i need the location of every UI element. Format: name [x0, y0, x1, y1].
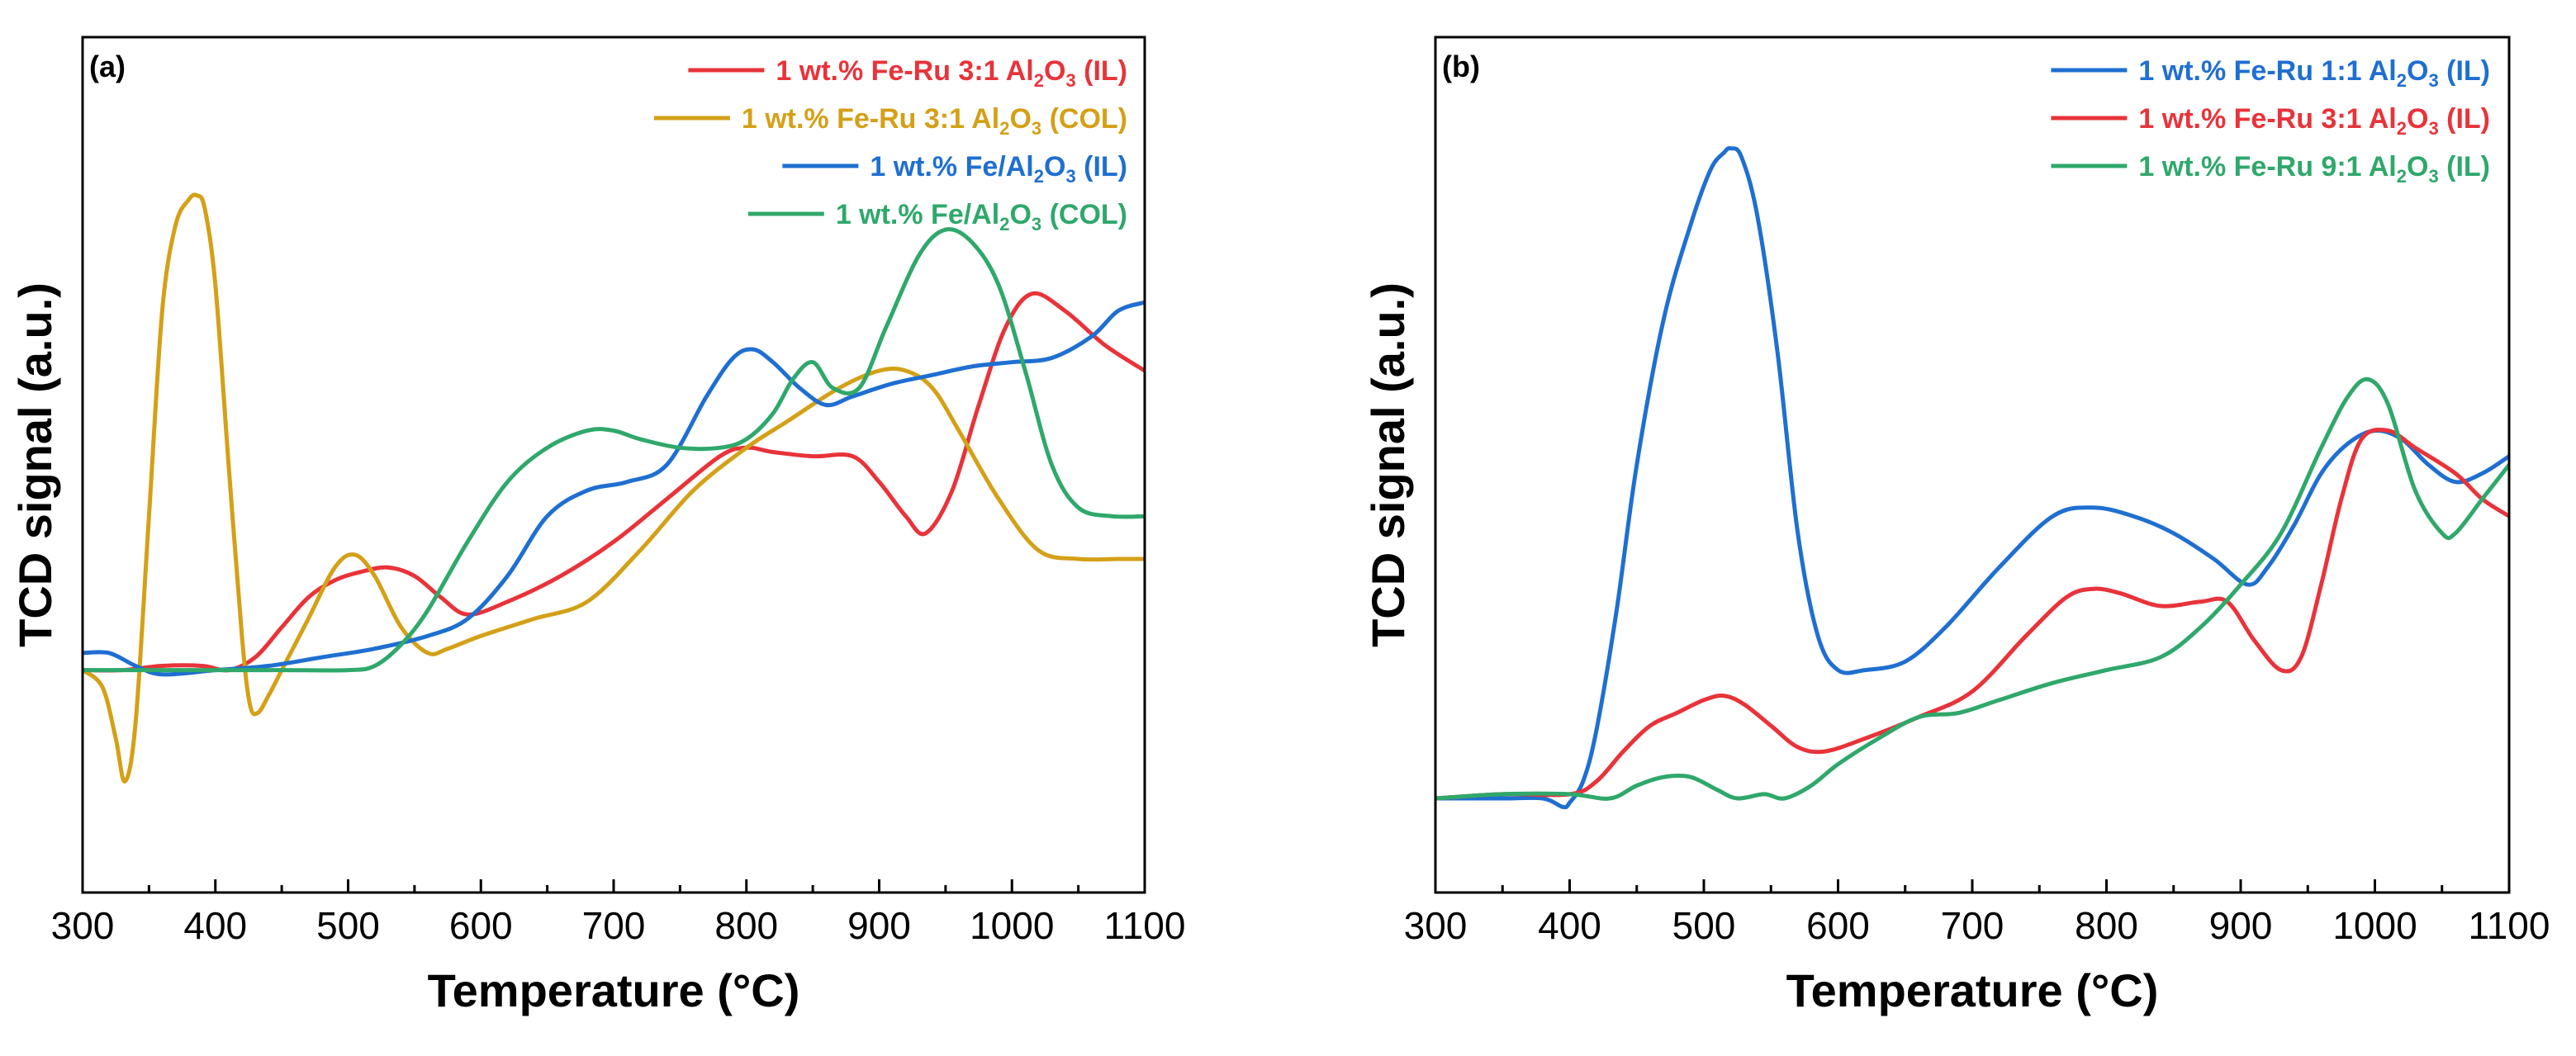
x-tick-label: 700	[582, 904, 646, 947]
x-axis-title: Temperature (°C)	[428, 964, 800, 1016]
legend: 1 wt.% Fe-Ru 3:1 Al2O3 (IL)1 wt.% Fe-Ru …	[653, 55, 1127, 234]
legend-label-3: 1 wt.% Fe/Al2O3 (IL)	[870, 151, 1127, 187]
x-tick-label: 900	[2209, 904, 2273, 947]
y-axis-title: TCD signal (a.u.)	[9, 282, 61, 647]
legend-subscript: 2	[999, 118, 1009, 139]
legend-label-3: 1 wt.% Fe-Ru 9:1 Al2O3 (IL)	[2138, 151, 2490, 187]
panel-label: (a)	[89, 50, 126, 83]
series-line-1	[1435, 145, 2509, 810]
legend-subscript: 3	[1065, 166, 1075, 187]
legend-subscript: 3	[2428, 118, 2438, 139]
series-group	[1435, 145, 2509, 810]
legend-text-part: 1 wt.% Fe-Ru 3:1 Al	[776, 55, 1033, 87]
legend-subscript: 3	[1065, 70, 1075, 91]
legend-text-part: (IL)	[2439, 55, 2490, 87]
legend-label-4: 1 wt.% Fe/Al2O3 (COL)	[836, 199, 1127, 234]
legend-text-part: 1 wt.% Fe-Ru 9:1 Al	[2138, 151, 2396, 182]
x-tick-label: 1000	[970, 904, 1054, 947]
x-tick-label: 400	[1538, 904, 1601, 947]
legend-subscript: 3	[1032, 118, 1041, 139]
series-line-2	[1435, 427, 2509, 801]
legend-text-part: 1 wt.% Fe-Ru 1:1 Al	[2138, 55, 2396, 87]
legend-label-1: 1 wt.% Fe-Ru 3:1 Al2O3 (IL)	[776, 55, 1127, 91]
legend-text-part: O	[2407, 55, 2428, 87]
legend-subscript: 3	[2428, 166, 2438, 187]
legend-text-part: O	[1009, 199, 1031, 230]
legend-text-part: 1 wt.% Fe-Ru 3:1 Al	[742, 103, 999, 135]
legend: 1 wt.% Fe-Ru 1:1 Al2O3 (IL)1 wt.% Fe-Ru …	[2051, 55, 2490, 187]
panel-label: (b)	[1442, 50, 1480, 83]
series-line-2	[83, 192, 1145, 784]
x-tick-label: 300	[1404, 904, 1468, 947]
legend-label-2: 1 wt.% Fe-Ru 3:1 Al2O3 (COL)	[742, 103, 1127, 139]
x-tick-label: 1100	[1104, 904, 1186, 947]
legend-text-part: 1 wt.% Fe-Ru 3:1 Al	[2138, 103, 2396, 135]
x-tick-label: 800	[2075, 904, 2138, 947]
legend-text-part: (COL)	[1041, 103, 1127, 135]
legend-label-1: 1 wt.% Fe-Ru 1:1 Al2O3 (IL)	[2138, 55, 2490, 91]
legend-text-part: O	[1044, 151, 1065, 182]
legend-subscript: 2	[1034, 166, 1044, 187]
x-tick-label: 600	[1806, 904, 1870, 947]
legend-text-part: O	[1044, 55, 1065, 87]
x-tick-label: 900	[847, 904, 911, 947]
legend-text-part: O	[2407, 151, 2428, 182]
series-line-4	[83, 227, 1145, 673]
legend-subscript: 2	[2397, 166, 2407, 187]
legend-text-part: 1 wt.% Fe/Al	[870, 151, 1033, 182]
series-group	[83, 192, 1145, 784]
x-tick-label: 1000	[2332, 904, 2417, 947]
x-tick-label: 800	[714, 904, 778, 947]
legend-subscript: 2	[999, 214, 1009, 234]
x-tick-label: 500	[1672, 904, 1736, 947]
x-tick-label: 600	[449, 904, 513, 947]
x-tick-label: 300	[51, 904, 115, 947]
legend-subscript: 3	[2428, 70, 2438, 91]
legend-text-part: (IL)	[1076, 55, 1127, 87]
legend-text-part: (IL)	[2439, 151, 2490, 182]
legend-text-part: (IL)	[1076, 151, 1127, 182]
panel-a: 300 400 500 600 700 800 900 1000 1100 Temperature…	[9, 36, 1186, 1016]
legend-subscript: 2	[2397, 70, 2407, 91]
legend-text-part: (IL)	[2439, 103, 2490, 135]
series-line-3	[1435, 376, 2509, 801]
legend-text-part: O	[1009, 103, 1031, 135]
x-tick-label: 1100	[2469, 904, 2550, 947]
series-line-1	[83, 291, 1145, 673]
x-tick-label: 700	[1941, 904, 2004, 947]
legend-subscript: 3	[1032, 214, 1041, 234]
legend-text-part: 1 wt.% Fe/Al	[836, 199, 999, 230]
x-tick-label: 400	[183, 904, 247, 947]
legend-text-part: (COL)	[1041, 199, 1127, 230]
legend-label-2: 1 wt.% Fe-Ru 3:1 Al2O3 (IL)	[2138, 103, 2490, 139]
y-axis-title: TCD signal (a.u.)	[1362, 282, 1414, 647]
legend-text-part: O	[2407, 103, 2428, 135]
legend-subscript: 2	[1034, 70, 1044, 91]
panel-b: 300 400 500 600 700 800 900 1000 1100 Temperature…	[1362, 36, 2550, 1016]
x-tick-label: 500	[316, 904, 380, 947]
legend-subscript: 2	[2397, 118, 2407, 139]
x-axis-title: Temperature (°C)	[1786, 964, 2159, 1016]
series-line-3	[83, 300, 1145, 677]
